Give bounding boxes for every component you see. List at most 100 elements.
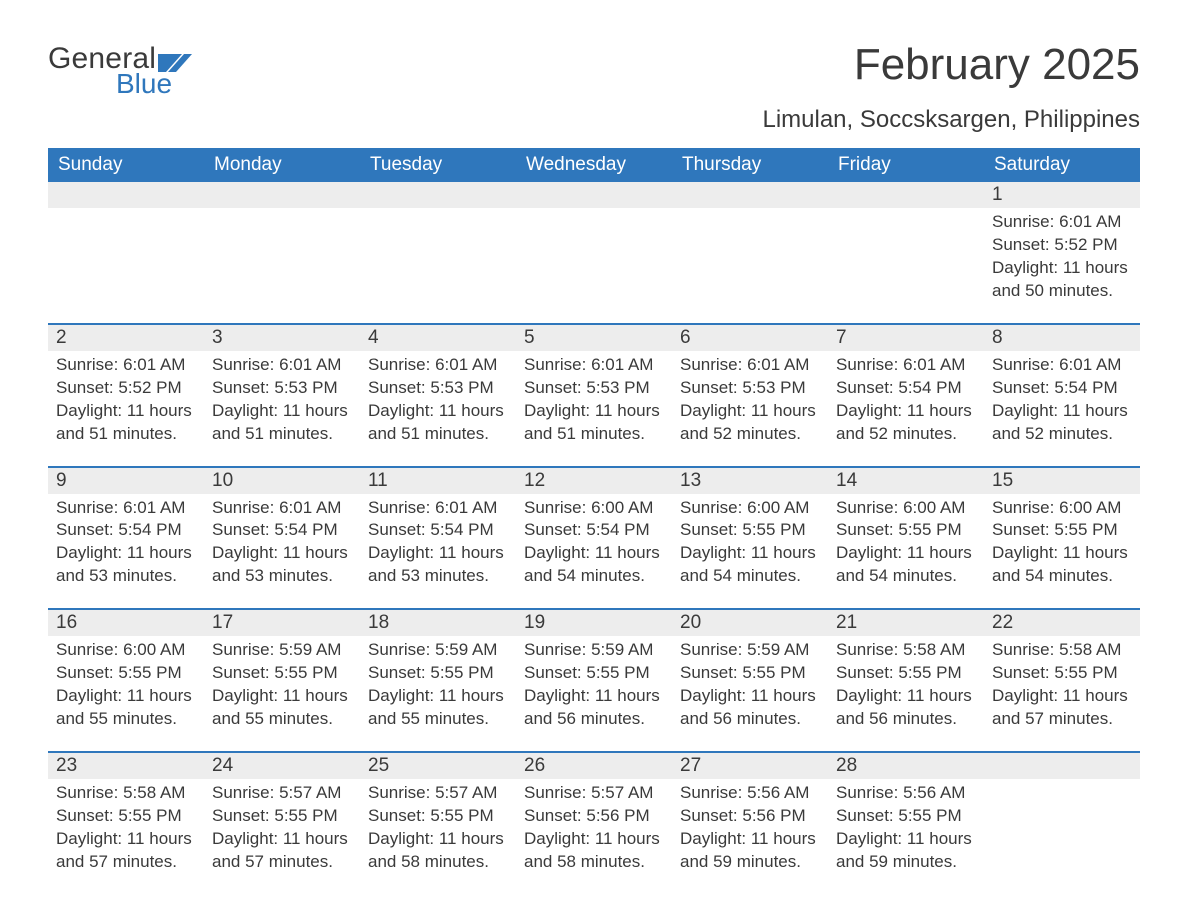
day-number-cell: 22 [984, 609, 1140, 636]
day-detail-cell: Sunrise: 5:57 AMSunset: 5:56 PMDaylight:… [516, 779, 672, 878]
daylight-text: Daylight: 11 hours and 57 minutes. [56, 828, 196, 874]
day-number: 15 [992, 470, 1013, 491]
sunrise-text: Sunrise: 6:00 AM [56, 639, 196, 662]
sunrise-text: Sunrise: 6:01 AM [680, 354, 820, 377]
daylight-text: Daylight: 11 hours and 58 minutes. [368, 828, 508, 874]
sunrise-text: Sunrise: 6:00 AM [992, 497, 1132, 520]
daylight-text: Daylight: 11 hours and 53 minutes. [212, 542, 352, 588]
daylight-text: Daylight: 11 hours and 50 minutes. [992, 257, 1132, 303]
sunset-text: Sunset: 5:56 PM [680, 805, 820, 828]
day-number-cell [360, 182, 516, 208]
week-number-row: 9101112131415 [48, 467, 1140, 494]
day-number-cell: 1 [984, 182, 1140, 208]
sunrise-text: Sunrise: 6:01 AM [524, 354, 664, 377]
week-detail-row: Sunrise: 5:58 AMSunset: 5:55 PMDaylight:… [48, 779, 1140, 878]
day-detail-cell: Sunrise: 5:56 AMSunset: 5:56 PMDaylight:… [672, 779, 828, 878]
daylight-text: Daylight: 11 hours and 55 minutes. [212, 685, 352, 731]
daylight-text: Daylight: 11 hours and 52 minutes. [992, 400, 1132, 446]
day-detail-cell: Sunrise: 6:01 AMSunset: 5:54 PMDaylight:… [204, 494, 360, 610]
daylight-text: Daylight: 11 hours and 56 minutes. [524, 685, 664, 731]
sunrise-text: Sunrise: 5:59 AM [368, 639, 508, 662]
day-detail-cell: Sunrise: 6:01 AMSunset: 5:54 PMDaylight:… [828, 351, 984, 467]
page-title: February 2025 [854, 40, 1140, 90]
day-number-cell: 5 [516, 324, 672, 351]
day-number-cell [204, 182, 360, 208]
daylight-text: Daylight: 11 hours and 59 minutes. [836, 828, 976, 874]
day-detail-cell: Sunrise: 5:59 AMSunset: 5:55 PMDaylight:… [672, 636, 828, 752]
day-detail-cell: Sunrise: 6:00 AMSunset: 5:54 PMDaylight:… [516, 494, 672, 610]
sunset-text: Sunset: 5:55 PM [368, 662, 508, 685]
daylight-text: Daylight: 11 hours and 55 minutes. [368, 685, 508, 731]
daylight-text: Daylight: 11 hours and 54 minutes. [524, 542, 664, 588]
day-detail-cell: Sunrise: 5:56 AMSunset: 5:55 PMDaylight:… [828, 779, 984, 878]
day-number-cell: 14 [828, 467, 984, 494]
sunset-text: Sunset: 5:55 PM [212, 805, 352, 828]
day-detail-cell: Sunrise: 5:59 AMSunset: 5:55 PMDaylight:… [516, 636, 672, 752]
day-number-cell [48, 182, 204, 208]
day-detail-cell: Sunrise: 6:01 AMSunset: 5:52 PMDaylight:… [48, 351, 204, 467]
day-number-cell: 25 [360, 752, 516, 779]
sunset-text: Sunset: 5:53 PM [368, 377, 508, 400]
sunset-text: Sunset: 5:54 PM [212, 519, 352, 542]
day-number-cell [516, 182, 672, 208]
day-header: Monday [204, 148, 360, 182]
sunrise-text: Sunrise: 5:57 AM [368, 782, 508, 805]
calendar-table: Sunday Monday Tuesday Wednesday Thursday… [48, 148, 1140, 878]
day-number: 6 [680, 327, 691, 348]
day-number: 11 [368, 470, 388, 491]
day-number: 19 [524, 612, 545, 633]
day-number-cell: 2 [48, 324, 204, 351]
day-header: Wednesday [516, 148, 672, 182]
day-detail-cell: Sunrise: 5:57 AMSunset: 5:55 PMDaylight:… [204, 779, 360, 878]
daylight-text: Daylight: 11 hours and 54 minutes. [680, 542, 820, 588]
day-detail-cell: Sunrise: 5:58 AMSunset: 5:55 PMDaylight:… [48, 779, 204, 878]
day-number: 5 [524, 327, 535, 348]
day-number: 24 [212, 755, 233, 776]
day-number-cell: 28 [828, 752, 984, 779]
day-number-cell: 26 [516, 752, 672, 779]
day-number-cell: 15 [984, 467, 1140, 494]
day-number: 13 [680, 470, 701, 491]
day-header: Sunday [48, 148, 204, 182]
sunset-text: Sunset: 5:53 PM [680, 377, 820, 400]
day-detail-cell: Sunrise: 5:59 AMSunset: 5:55 PMDaylight:… [204, 636, 360, 752]
sunrise-text: Sunrise: 5:59 AM [524, 639, 664, 662]
sunset-text: Sunset: 5:52 PM [56, 377, 196, 400]
day-number-cell: 21 [828, 609, 984, 636]
week-detail-row: Sunrise: 6:00 AMSunset: 5:55 PMDaylight:… [48, 636, 1140, 752]
day-number: 12 [524, 470, 545, 491]
sunrise-text: Sunrise: 5:58 AM [836, 639, 976, 662]
daylight-text: Daylight: 11 hours and 52 minutes. [836, 400, 976, 446]
day-detail-cell: Sunrise: 6:00 AMSunset: 5:55 PMDaylight:… [672, 494, 828, 610]
daylight-text: Daylight: 11 hours and 54 minutes. [836, 542, 976, 588]
day-detail-cell [204, 208, 360, 324]
sunset-text: Sunset: 5:54 PM [836, 377, 976, 400]
sunrise-text: Sunrise: 5:58 AM [992, 639, 1132, 662]
week-number-row: 232425262728 [48, 752, 1140, 779]
daylight-text: Daylight: 11 hours and 51 minutes. [56, 400, 196, 446]
sunrise-text: Sunrise: 6:00 AM [680, 497, 820, 520]
sunset-text: Sunset: 5:54 PM [56, 519, 196, 542]
daylight-text: Daylight: 11 hours and 53 minutes. [368, 542, 508, 588]
daylight-text: Daylight: 11 hours and 57 minutes. [992, 685, 1132, 731]
day-detail-cell: Sunrise: 5:58 AMSunset: 5:55 PMDaylight:… [828, 636, 984, 752]
logo-word-blue: Blue [116, 68, 172, 100]
day-number-cell: 17 [204, 609, 360, 636]
day-number: 27 [680, 755, 701, 776]
sunrise-text: Sunrise: 6:01 AM [56, 497, 196, 520]
day-detail-cell: Sunrise: 6:01 AMSunset: 5:54 PMDaylight:… [48, 494, 204, 610]
sunrise-text: Sunrise: 6:01 AM [836, 354, 976, 377]
day-detail-cell [516, 208, 672, 324]
sunset-text: Sunset: 5:53 PM [524, 377, 664, 400]
day-number: 7 [836, 327, 847, 348]
day-header: Friday [828, 148, 984, 182]
daylight-text: Daylight: 11 hours and 51 minutes. [368, 400, 508, 446]
day-number-cell: 9 [48, 467, 204, 494]
sunset-text: Sunset: 5:55 PM [992, 662, 1132, 685]
day-number-cell: 19 [516, 609, 672, 636]
day-number-cell: 11 [360, 467, 516, 494]
week-detail-row: Sunrise: 6:01 AMSunset: 5:52 PMDaylight:… [48, 351, 1140, 467]
sunrise-text: Sunrise: 6:01 AM [368, 354, 508, 377]
sunset-text: Sunset: 5:55 PM [836, 519, 976, 542]
sunset-text: Sunset: 5:55 PM [992, 519, 1132, 542]
